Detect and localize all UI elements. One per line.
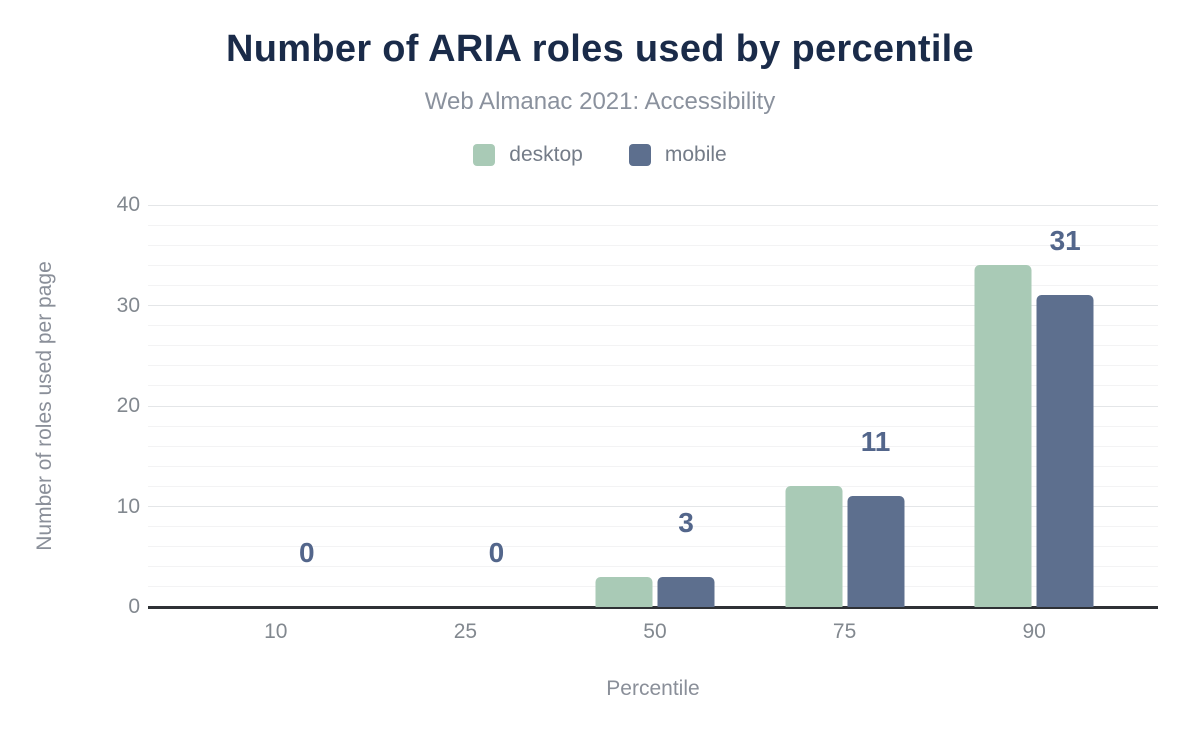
- category-group-90: 31: [939, 205, 1129, 607]
- y-tick-label: 0: [128, 595, 140, 618]
- minor-gridline: [148, 465, 1158, 467]
- bar-pair-75: [785, 486, 905, 607]
- x-axis-tick-labels: 10 25 50 75 90: [181, 620, 1129, 644]
- minor-gridline: [148, 224, 1158, 226]
- bar-pair-90: [974, 265, 1094, 607]
- x-axis-title: Percentile: [606, 677, 700, 700]
- x-tick-label-75: 75: [832, 620, 857, 643]
- minor-gridline: [148, 325, 1158, 327]
- category-group-10: 0: [181, 205, 371, 607]
- major-gridline: [148, 204, 1158, 206]
- category-bands: 0 0 3 11 31: [181, 205, 1129, 607]
- x-tick-label-50: 50: [643, 620, 667, 643]
- y-tick-label: 10: [116, 494, 140, 518]
- bar-value-label-75: 11: [860, 426, 891, 458]
- bar-mobile-75: [847, 496, 905, 607]
- minor-gridline: [148, 546, 1158, 548]
- minor-gridline: [148, 284, 1158, 286]
- minor-gridline: [148, 365, 1158, 367]
- bar-desktop-50: [595, 576, 653, 607]
- legend: desktop mobile: [0, 143, 1200, 167]
- x-tick-label-25: 25: [453, 620, 478, 643]
- minor-gridline: [148, 264, 1158, 266]
- bar-desktop-75: [785, 486, 843, 607]
- bar-value-label-90: 31: [1049, 225, 1081, 257]
- bar-pair-50: [595, 576, 715, 607]
- bar-value-label-25: 0: [488, 537, 505, 568]
- legend-swatch-desktop: [473, 144, 496, 166]
- bar-value-label-50: 3: [678, 506, 694, 538]
- x-tick-label-10: 10: [264, 620, 288, 643]
- minor-gridline: [148, 586, 1158, 588]
- minor-gridline: [148, 566, 1158, 568]
- category-group-25: 0: [371, 205, 561, 607]
- minor-gridline: [148, 445, 1158, 447]
- bar-value-label-10: 0: [299, 537, 315, 568]
- major-gridline: [148, 405, 1158, 407]
- chart-title: Number of ARIA roles used by percentile: [226, 28, 974, 70]
- minor-gridline: [148, 244, 1158, 246]
- major-gridline: [148, 506, 1158, 507]
- y-tick-label: 40: [116, 193, 140, 216]
- x-tick-label-90: 90: [1022, 620, 1046, 643]
- major-gridline: [148, 305, 1158, 306]
- minor-gridline: [148, 425, 1158, 427]
- bar-desktop-90: [974, 265, 1032, 607]
- minor-gridline: [148, 345, 1158, 347]
- legend-label-desktop: desktop: [509, 143, 583, 166]
- legend-label-mobile: mobile: [664, 143, 727, 166]
- legend-item-mobile: mobile: [628, 143, 727, 167]
- legend-swatch-mobile: [628, 144, 651, 166]
- y-axis-title: Number of roles used per page: [33, 261, 56, 551]
- minor-gridline: [148, 485, 1158, 487]
- legend-item-desktop: desktop: [473, 143, 583, 167]
- minor-gridline: [148, 385, 1158, 387]
- x-axis-line: [148, 606, 1158, 609]
- minor-gridline: [148, 526, 1158, 528]
- y-tick-label: 20: [116, 394, 140, 417]
- plot-area: 0 0 3 11 31: [148, 204, 1158, 609]
- y-axis-tick-labels: 0 10 20 30 40: [70, 193, 140, 618]
- chart-subtitle: Web Almanac 2021: Accessibility: [424, 88, 776, 115]
- category-group-75: 11: [750, 205, 940, 607]
- y-tick-label: 30: [116, 293, 140, 317]
- category-group-50: 3: [560, 205, 750, 607]
- bar-mobile-90: [1036, 295, 1094, 607]
- bar-mobile-50: [657, 576, 715, 607]
